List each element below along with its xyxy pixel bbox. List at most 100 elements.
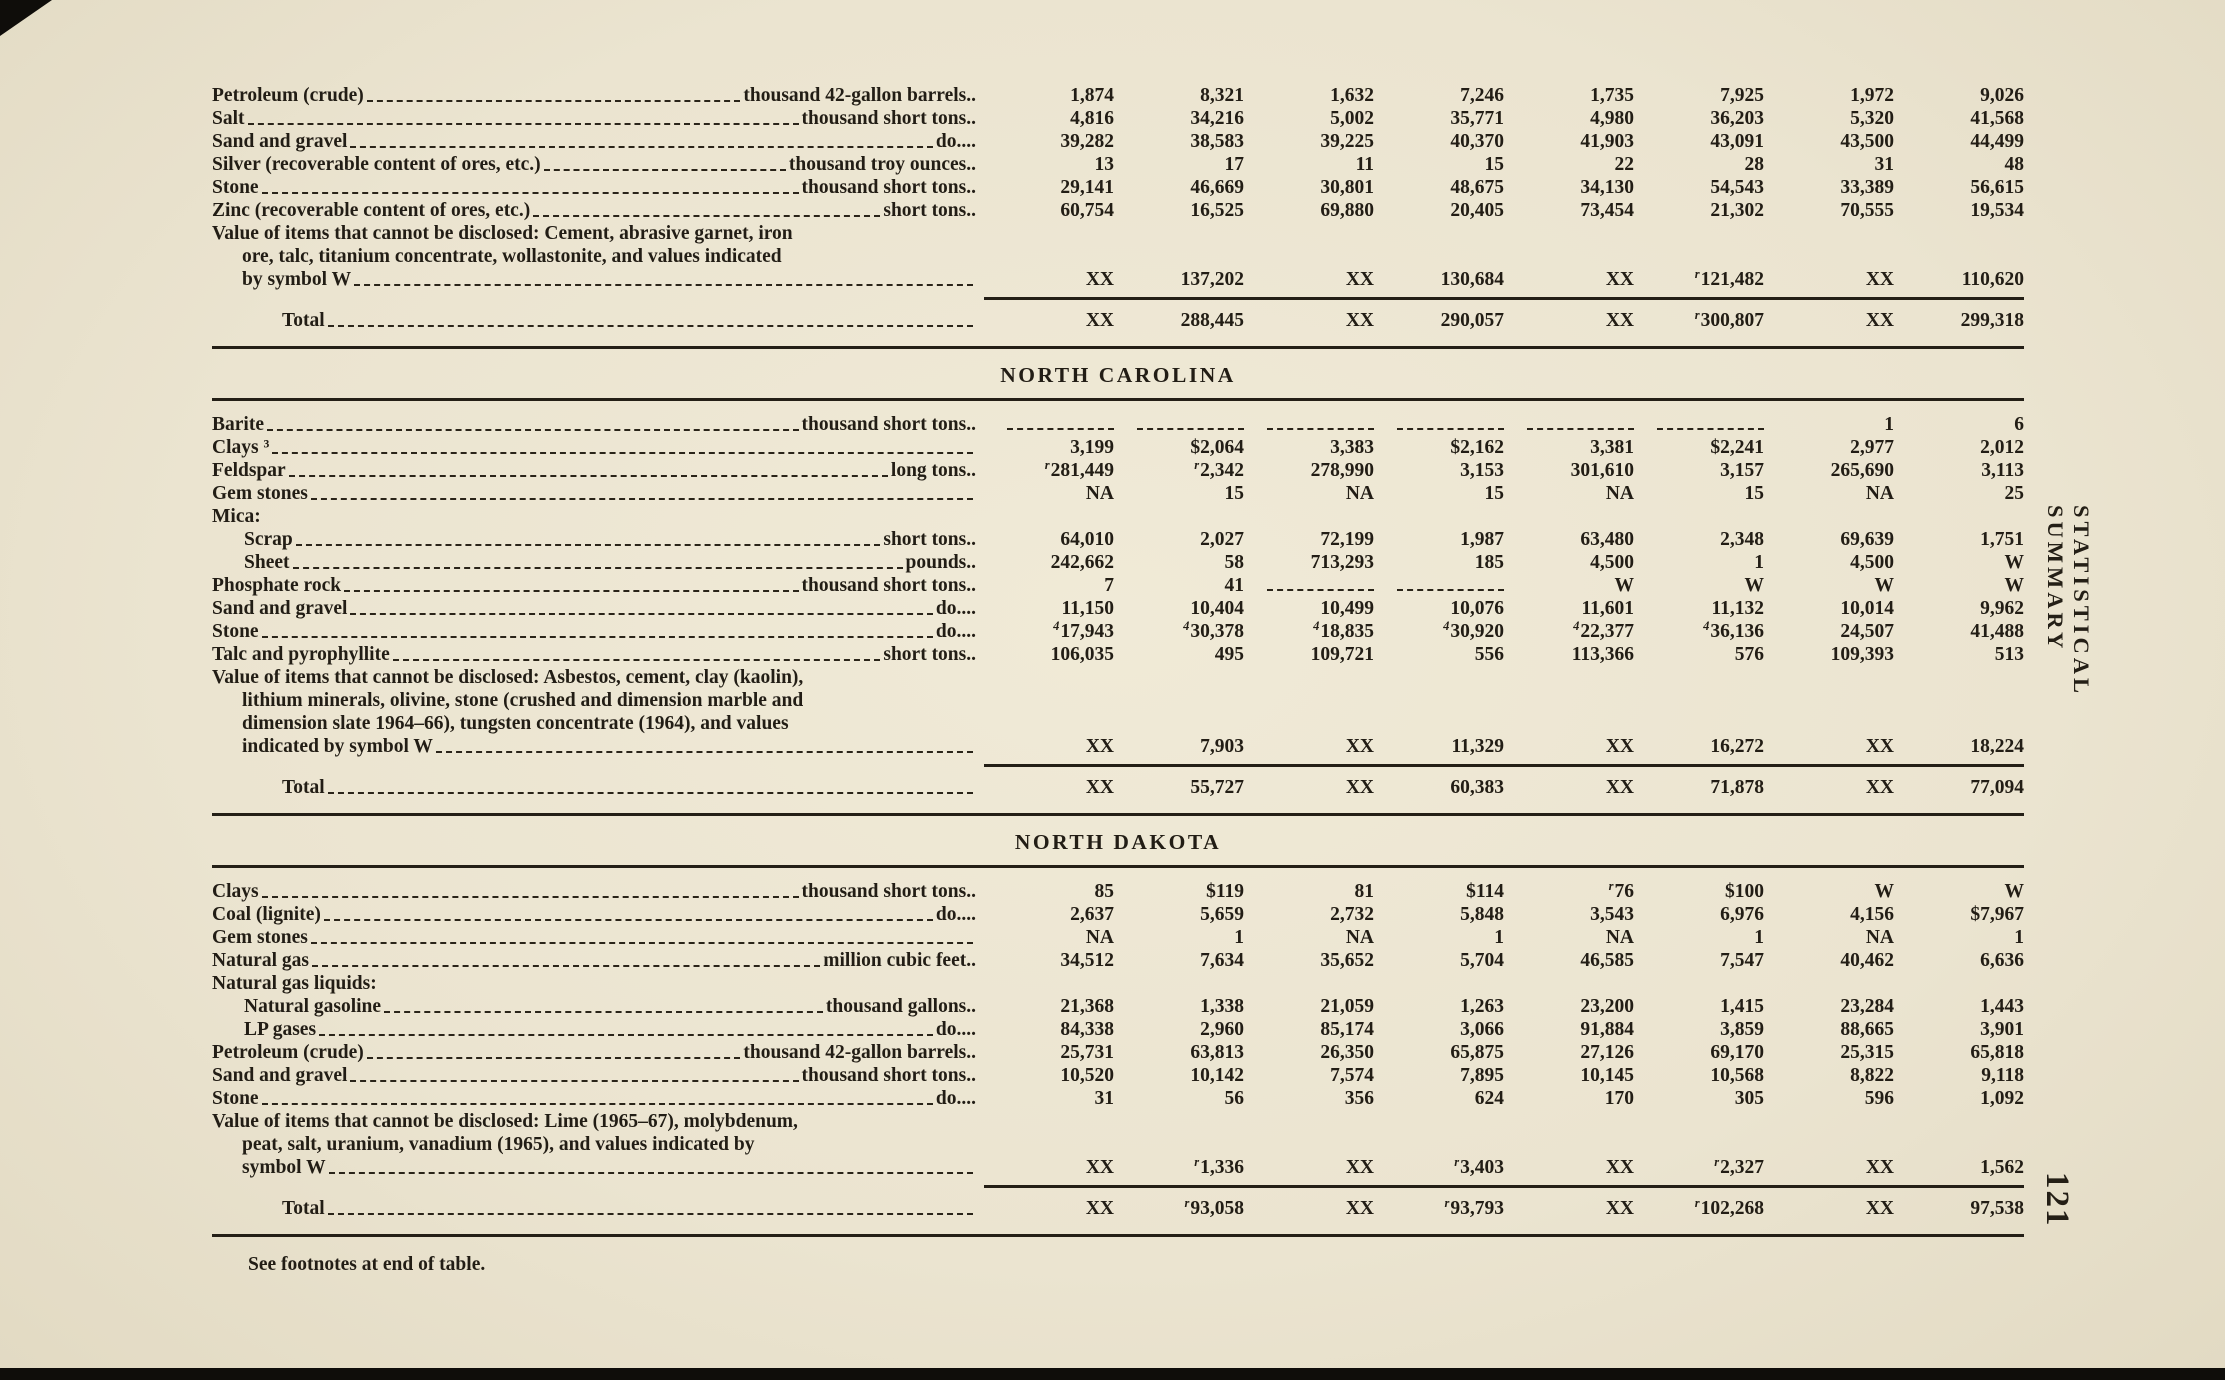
value-cell: 624: [1374, 1087, 1504, 1110]
value-cell: 1,735: [1504, 84, 1634, 107]
dash-leader: [350, 146, 933, 148]
footnote-prefix: r: [1694, 307, 1700, 322]
cell-value: 40,462: [1840, 950, 1894, 971]
value-cell: XX: [984, 268, 1114, 291]
cell-value: XX: [1085, 1198, 1114, 1219]
value-cell: 23,284: [1764, 995, 1894, 1018]
cell-value: 13: [1094, 154, 1115, 175]
table-row: Stone do.... 31 56 356 624 170 305 596 1,092: [212, 1087, 2024, 1110]
value-cell: W: [1764, 880, 1895, 903]
row-unit: thousand short tons..: [801, 575, 976, 596]
value-cell: 55,727: [1114, 776, 1244, 799]
note-line: Value of items that cannot be disclosed:…: [212, 667, 804, 688]
row-stub: Phosphate rock thousand short tons..: [212, 574, 984, 597]
cell-value: XX: [1085, 269, 1114, 290]
cell-value: 17: [1224, 154, 1245, 175]
cell-value: 11,601: [1581, 598, 1634, 619]
cell-value: 1: [1754, 927, 1764, 948]
dash-leader: [328, 1172, 973, 1174]
value-cell: 16,525: [1114, 199, 1244, 222]
cell-value: 41,568: [1970, 108, 2024, 129]
cell-value: 109,393: [1830, 644, 1894, 665]
value-cell: 24,507: [1764, 620, 1894, 643]
row-label: Scrap: [244, 529, 293, 550]
cell-value: r76: [1608, 878, 1634, 902]
value-cell: 2,732: [1244, 903, 1374, 926]
cell-value: 60,754: [1060, 200, 1114, 221]
cell-value: XX: [1085, 1157, 1114, 1178]
row-unit: do....: [935, 1088, 976, 1109]
cell-value: 430,920: [1443, 618, 1504, 642]
dash-leader: [323, 919, 933, 921]
footnote-prefix: r: [1194, 1154, 1200, 1169]
cell-value: XX: [1605, 1198, 1634, 1219]
footnote-prefix: 4: [1053, 618, 1060, 633]
cell-value: W: [2004, 552, 2025, 573]
value-cell: 56: [1114, 1087, 1245, 1110]
dash-leader: [366, 1057, 741, 1059]
cell-value: 242,662: [1050, 552, 1114, 573]
row-label: Salt: [212, 108, 245, 129]
cell-value: 288,445: [1180, 310, 1244, 331]
value-cell: 556: [1374, 643, 1504, 666]
value-cell: 5,704: [1374, 949, 1504, 972]
cell-value: r2,342: [1194, 457, 1244, 481]
footnote-prefix: r: [1184, 1195, 1190, 1210]
row-label: Gem stones: [212, 483, 308, 504]
value-cell: 430,920: [1374, 618, 1504, 643]
value-cell: 2,977: [1764, 436, 1894, 459]
cell-value: 1: [1754, 552, 1764, 573]
value-cell: r2,342: [1114, 457, 1244, 482]
group-label: Natural gas liquids:: [212, 973, 377, 994]
row-unit: do....: [935, 904, 976, 925]
value-cell: 69,880: [1244, 199, 1374, 222]
note-line: Value of items that cannot be disclosed:…: [212, 223, 793, 244]
cell-value: 27,126: [1580, 1042, 1634, 1063]
table-row: Feldspar long tons.. r281,449 r2,342 278,990…: [212, 457, 2024, 482]
value-cell: 8,321: [1114, 84, 1244, 107]
value-cell: W: [1764, 574, 1895, 597]
cell-value: XX: [1865, 1157, 1894, 1178]
note-text: indicated by symbol W: [242, 736, 433, 757]
value-cell: 81: [1244, 880, 1375, 903]
cell-value: 21,368: [1060, 996, 1114, 1017]
value-cell: 7,634: [1114, 949, 1244, 972]
value-cell: 3,383: [1244, 436, 1374, 459]
cell-value: $114: [1466, 881, 1504, 902]
cell-value: 36,203: [1710, 108, 1764, 129]
table-rule: [212, 813, 2024, 816]
value-cell: 7,246: [1374, 84, 1504, 107]
value-cell: NA: [984, 482, 1114, 505]
value-cell: 25: [1894, 482, 2025, 505]
dash-leader: [266, 429, 799, 431]
cell-value: 2,977: [1850, 437, 1894, 458]
value-cell: 3,901: [1894, 1018, 2024, 1041]
dash-leader: [272, 452, 973, 454]
value-cell: [1634, 428, 1764, 436]
value-cell: 495: [1114, 643, 1244, 666]
value-cell: 7,547: [1634, 949, 1764, 972]
value-cell: 513: [1894, 643, 2024, 666]
value-cell: 418,835: [1244, 619, 1374, 643]
cell-value: 28: [1744, 154, 1765, 175]
table-row: Petroleum (crude) thousand 42-gallon barr…: [212, 84, 2024, 107]
footnote-prefix: r: [1444, 1195, 1450, 1210]
cell-value: W: [2004, 575, 2025, 596]
row-unit: million cubic feet..: [823, 950, 976, 971]
value-cell: 6,976: [1634, 903, 1764, 926]
cell-value: 3,113: [1981, 460, 2024, 481]
value-cell: r76: [1504, 878, 1634, 903]
cell-value: 44,499: [1970, 131, 2024, 152]
value-cell: 21,368: [984, 995, 1114, 1018]
cell-value: 15: [1484, 483, 1505, 504]
value-cell: XX: [1504, 1197, 1634, 1220]
row-unit: thousand troy ounces..: [788, 154, 976, 175]
dash-leader: [292, 567, 903, 569]
section-header: NORTH CAROLINA: [1000, 363, 1236, 387]
value-cell: 3,157: [1634, 459, 1764, 482]
cell-value: 3,157: [1720, 460, 1764, 481]
cell-value: 7,547: [1720, 950, 1764, 971]
value-cell: 71,878: [1634, 776, 1764, 799]
cell-value: 39,282: [1060, 131, 1114, 152]
